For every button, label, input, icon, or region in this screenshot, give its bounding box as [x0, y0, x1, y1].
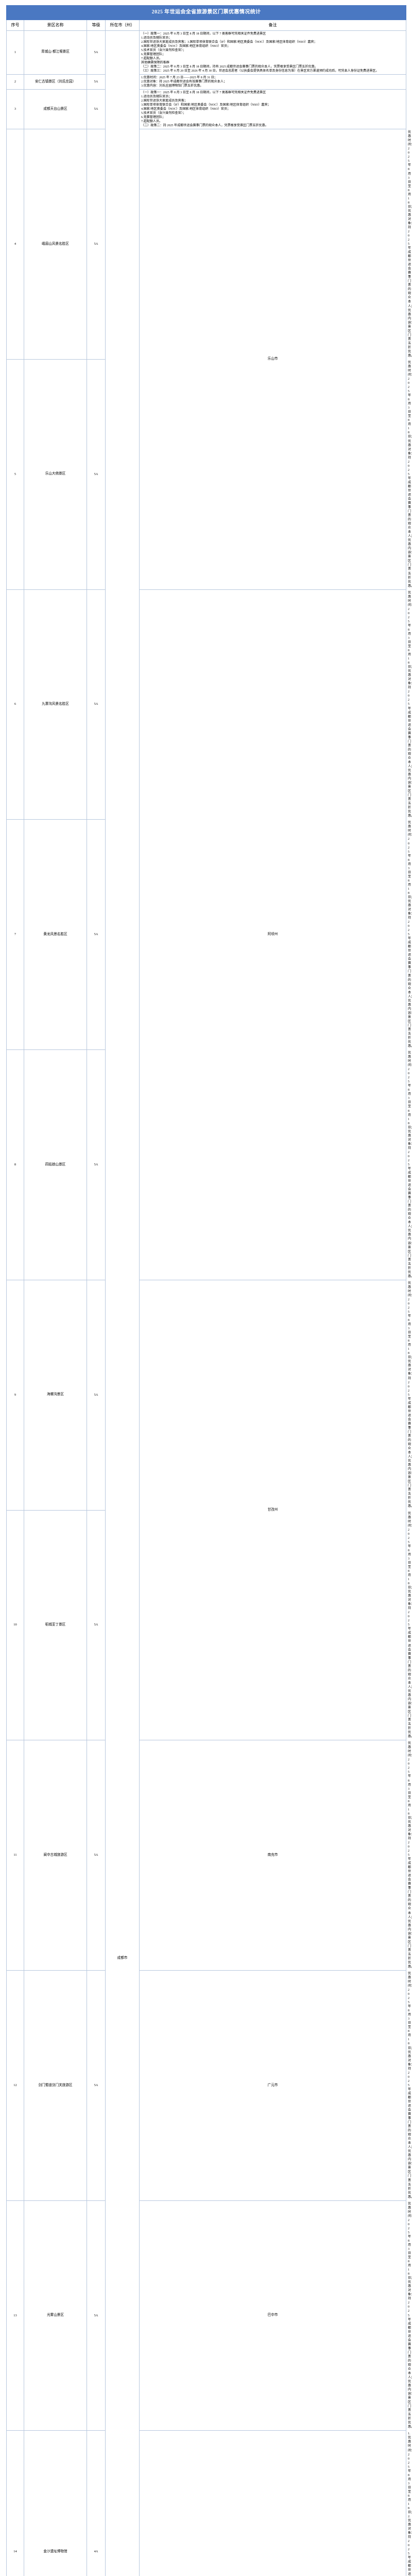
- table-cell-name: 阆中古城旅游区: [24, 1740, 87, 1971]
- table-cell-level: 5A: [87, 1279, 106, 1511]
- table-cell-name: 稻城亚丁景区: [24, 1510, 87, 1741]
- table-cell-index: 14: [6, 2430, 24, 2576]
- table-cell-index: 2: [6, 74, 24, 90]
- table-cell-level: 5A: [87, 89, 106, 130]
- table-cell-name: 九寨沟风景名胜区: [24, 589, 87, 820]
- table-cell-index: 3: [6, 89, 24, 130]
- table-header-row: 序号 景区名称 等级 所在市（州） 备注: [6, 19, 407, 31]
- table-cell-name: 光雾山景区: [24, 2200, 87, 2431]
- discount-table: 2025 年世运会全省旅游景区门票优惠情况统计 序号 景区名称 等级 所在市（州） 备注 1…: [6, 5, 412, 2576]
- table-row: 14金沙遗址博物馆4A成都市1.优惠时间：2025 年 8 月 3 日至 8 月…: [6, 2430, 412, 2576]
- table-cell-index: 5: [6, 359, 24, 590]
- table-cell-level: 5A: [87, 129, 106, 360]
- table-cell-city: 巴中市: [139, 2200, 407, 2431]
- page-title: 2025 年世运会全省旅游景区门票优惠情况统计: [6, 5, 407, 20]
- table-cell-name: 剑门蜀道剑门关旅游区: [24, 1970, 87, 2201]
- table-cell-name: 四姑娘山景区: [24, 1049, 87, 1280]
- table-cell-name: 峨眉山风景名胜区: [24, 129, 87, 360]
- table-cell-note: （一）政策一：2025 年 8 月 3 日至 8 月 18 日期间，以下 7 类…: [139, 30, 407, 75]
- table-cell-index: 13: [6, 2200, 24, 2431]
- table-cell-level: 5A: [87, 1510, 106, 1741]
- table-cell-index: 10: [6, 1510, 24, 1741]
- table-cell-name: 海螺沟景区: [24, 1279, 87, 1511]
- table-cell-city: 乐山市: [139, 129, 407, 590]
- table-cell-level: 5A: [87, 359, 106, 590]
- table-cell-city: 南充市: [139, 1740, 407, 1971]
- table-cell-index: 1: [6, 30, 24, 75]
- column-header-level: 等级: [87, 19, 106, 31]
- table-cell-level: 5A: [87, 2200, 106, 2431]
- table-cell-city: 甘孜州: [139, 1279, 407, 1741]
- table-cell-name: 安仁古镇景区（刘氏庄园）: [24, 74, 87, 90]
- column-header-city: 所在市（州）: [105, 19, 140, 31]
- table-row: 3 成都天台山景区 5A （一）政策一：2025 年 8 月 3 日至 8 月 18 …: [6, 89, 407, 130]
- column-header-note: 备注: [139, 19, 407, 31]
- table-cell-note: 1.优惠时间：2025 年 7 月 23 日——2025 年 8 月 31 日；…: [139, 74, 407, 90]
- table-cell-level: 4A: [87, 2430, 106, 2576]
- table-row: 2 安仁古镇景区（刘氏庄园） 5A 1.优惠时间：2025 年 7 月 23 日——2…: [6, 74, 407, 90]
- table-title-row: 2025 年世运会全省旅游景区门票优惠情况统计: [6, 5, 407, 20]
- table-cell-index: 4: [6, 129, 24, 360]
- table-cell-index: 9: [6, 1279, 24, 1511]
- table-cell-name: 青城山-都江堰景区: [24, 30, 87, 75]
- column-header-index: 序号: [6, 19, 24, 31]
- table-cell-index: 7: [6, 819, 24, 1050]
- table-cell-city: 成都市: [105, 30, 140, 2576]
- table-cell-name: 乐山大佛景区: [24, 359, 87, 590]
- table-row: 1 青城山-都江堰景区 5A 成都市 （一）政策一：2025 年 8 月 3 日至 8 …: [6, 30, 407, 2576]
- table-cell-level: 5A: [87, 1970, 106, 2201]
- table-body: 2025 年世运会全省旅游景区门票优惠情况统计 序号 景区名称 等级 所在市（州） 备注 1…: [6, 5, 412, 2576]
- table-cell-name: 黄龙风景名胜区: [24, 819, 87, 1050]
- table-cell-city: 广元市: [139, 1970, 407, 2201]
- table-cell-name: 成都天台山景区: [24, 89, 87, 130]
- table-cell-city: 成都市: [139, 2430, 407, 2576]
- table-cell-city: 阿坝州: [139, 589, 407, 1280]
- table-cell-level: 5A: [87, 589, 106, 820]
- table-cell-level: 5A: [87, 30, 106, 75]
- table-cell-level: 5A: [87, 74, 106, 90]
- table-cell-level: 5A: [87, 819, 106, 1050]
- table-cell-level: 5A: [87, 1049, 106, 1280]
- table-cell-index: 8: [6, 1049, 24, 1280]
- table-cell-index: 11: [6, 1740, 24, 1971]
- table-cell-index: 6: [6, 589, 24, 820]
- table-cell-index: 12: [6, 1970, 24, 2201]
- table-cell-level: 5A: [87, 1740, 106, 1971]
- column-header-name: 景区名称: [24, 19, 87, 31]
- table-cell-note: （一）政策一：2025 年 8 月 3 日至 8 月 18 日期间，以下 7 类…: [139, 89, 407, 130]
- table-cell-name: 金沙遗址博物馆: [24, 2430, 87, 2576]
